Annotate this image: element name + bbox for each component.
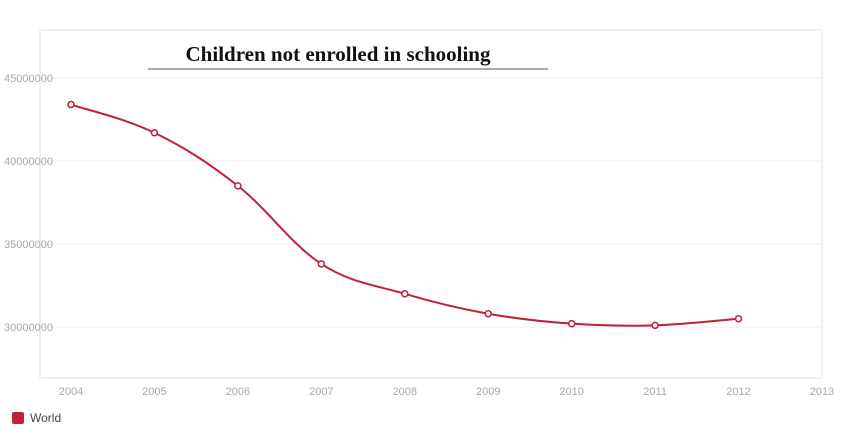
y-tick-label: 45000000 [4,73,53,85]
grid-lines [40,77,822,328]
x-tick-label: 2010 [559,386,583,398]
x-tick-label: 2011 [643,386,667,398]
x-tick-label: 2004 [59,386,83,398]
x-tick-label: 2012 [726,386,750,398]
y-tick-label: 40000000 [4,156,53,168]
series-world [67,100,743,330]
data-point[interactable] [150,129,159,137]
y-tick-label: 30000000 [4,322,53,334]
data-point[interactable] [317,260,326,268]
legend[interactable]: World [12,411,61,425]
x-tick-label: 2005 [142,386,166,398]
x-tick-label: 2006 [226,386,250,398]
chart-title: Children not enrolled in schooling [186,42,491,66]
data-point[interactable] [67,100,75,109]
y-tick-label: 35000000 [4,239,53,251]
data-point[interactable] [567,319,576,328]
x-axis-ticks: 2004 2005 2006 2007 2008 2009 2010 2011 2012 2013 [59,386,834,398]
legend-label-world: World [30,411,61,425]
x-tick-label: 2008 [393,386,417,398]
data-point[interactable] [651,321,659,330]
x-tick-label: 2013 [810,386,834,398]
y-axis-ticks: 45000000 40000000 35000000 30000000 [4,73,53,334]
legend-swatch-world [12,412,24,424]
x-tick-label: 2009 [476,386,500,398]
x-tick-label: 2007 [309,386,333,398]
data-point[interactable] [734,314,743,323]
data-point[interactable] [401,290,409,298]
plot-frame [39,29,823,379]
data-point[interactable] [234,182,242,190]
data-point[interactable] [484,309,492,318]
